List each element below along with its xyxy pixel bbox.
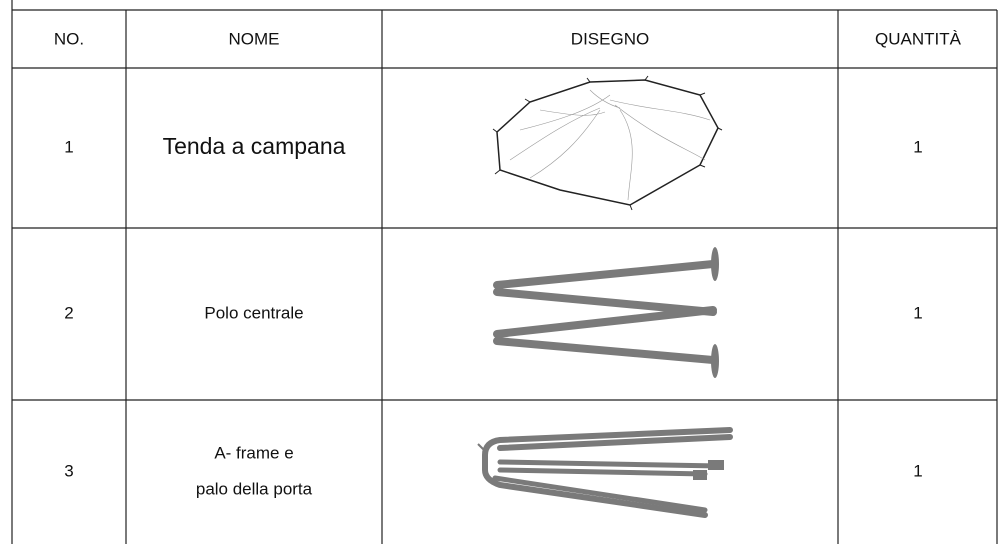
- number-cell: 3: [64, 461, 73, 480]
- table-grid: [11, 0, 998, 544]
- name-cell: Tenda a campana: [163, 133, 346, 159]
- frame-drawing: [477, 427, 733, 518]
- header-cell: NOME: [229, 29, 280, 48]
- header-cell: NO.: [54, 29, 84, 48]
- pole-drawing: [493, 247, 719, 378]
- tent-drawing: [492, 75, 723, 211]
- header-cell: DISEGNO: [571, 29, 649, 48]
- quantity-cell: 1: [913, 137, 922, 156]
- quantity-cell: 1: [913, 461, 922, 480]
- name-cell: Polo centrale: [204, 303, 303, 322]
- name-cell: palo della porta: [196, 479, 313, 498]
- header-cell: QUANTITÀ: [875, 29, 962, 48]
- number-cell: 2: [64, 303, 73, 322]
- name-cell: A- frame e: [214, 443, 293, 462]
- number-cell: 1: [64, 137, 73, 156]
- quantity-cell: 1: [913, 303, 922, 322]
